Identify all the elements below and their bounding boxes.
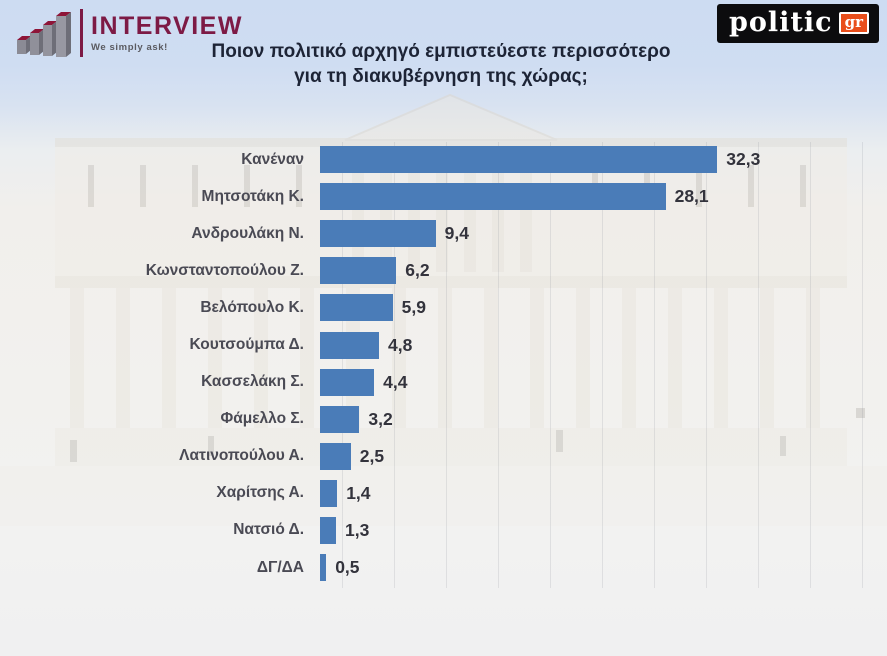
logo-divider — [80, 9, 83, 57]
bar — [320, 331, 379, 359]
bar — [320, 183, 666, 211]
bar-value: 0,5 — [335, 557, 360, 578]
interview-logo-name: INTERVIEW — [91, 11, 243, 40]
title-line-1: Ποιον πολιτικό αρχηγό εμπιστεύεστε περισ… — [211, 41, 671, 62]
bar — [320, 294, 393, 322]
chart-row: Κουτσούμπα Δ. 4,8 — [28, 326, 867, 363]
bar-value: 9,4 — [444, 223, 469, 244]
chart-row: Κασσελάκη Σ. 4,4 — [28, 364, 867, 401]
bar — [320, 405, 360, 433]
bar-label: Μητσοτάκη Κ. — [201, 187, 304, 205]
interview-logo: INTERVIEW We simply ask! — [14, 6, 243, 60]
bar-label: ΔΓ/ΔΑ — [256, 558, 304, 576]
bar-value: 2,5 — [359, 445, 385, 466]
bar — [320, 516, 336, 544]
page-title: Ποιον πολιτικό αρχηγό εμπιστεύεστε περισ… — [170, 40, 712, 89]
chart-row: Φάμελλο Σ. 3,2 — [28, 401, 867, 438]
title-line-2: για τη διακυβέρνηση της χώρας; — [294, 65, 588, 87]
chart-row: Ανδρουλάκη Ν. 9,4 — [28, 215, 867, 252]
interview-bars-icon — [17, 12, 71, 57]
bar-value: 5,9 — [401, 297, 426, 318]
bar-value: 4,4 — [383, 371, 408, 392]
bar-label: Κουτσούμπα Δ. — [189, 336, 304, 354]
bar-label: Λατινοπούλου Α. — [179, 447, 304, 465]
chart-row: Κανέναν 32,3 — [28, 141, 867, 178]
bar — [320, 368, 375, 396]
chart-row: Κωνσταντοπούλου Ζ. 6,2 — [28, 252, 867, 289]
bar — [320, 554, 327, 582]
bar-value: 3,2 — [368, 408, 393, 429]
chart-row: Βελόπουλο Κ. 5,9 — [28, 289, 867, 326]
chart-row: Λατινοπούλου Α. 2,5 — [28, 438, 867, 475]
bar-label: Βελόπουλο Κ. — [200, 298, 304, 316]
politic-logo-name: politic — [729, 7, 833, 38]
interview-logo-tagline: We simply ask! — [91, 41, 168, 53]
bar-chart: Κανέναν 32,3 Μητσοτάκη Κ. 28,1 Ανδρουλάκ… — [28, 141, 867, 586]
politic-logo-tld-badge: gr — [838, 11, 869, 34]
bar-label: Ανδρουλάκη Ν. — [191, 224, 304, 242]
chart-row: Μητσοτάκη Κ. 28,1 — [28, 178, 867, 215]
bar-value: 1,3 — [345, 519, 370, 540]
bar — [320, 442, 351, 470]
politic-logo: politic gr — [717, 4, 879, 43]
bar-value: 32,3 — [726, 149, 761, 170]
bar-label: Κανέναν — [241, 150, 304, 168]
bar — [320, 257, 397, 285]
chart-row: Χαρίτσης Α. 1,4 — [28, 475, 867, 512]
bar — [320, 479, 338, 507]
bar-value: 1,4 — [346, 482, 371, 503]
bar-label: Κωνσταντοπούλου Ζ. — [145, 261, 304, 279]
bar-label: Χαρίτσης Α. — [216, 484, 304, 502]
bar-value: 6,2 — [405, 260, 430, 281]
bar-value: 4,8 — [388, 334, 413, 355]
bar-label: Κασσελάκη Σ. — [201, 373, 304, 391]
chart-row: ΔΓ/ΔΑ 0,5 — [28, 549, 867, 586]
bar-label: Φάμελλο Σ. — [220, 410, 304, 428]
chart-row: Νατσιό Δ. 1,3 — [28, 512, 867, 549]
bar-value: 28,1 — [674, 186, 709, 207]
bar — [320, 146, 718, 174]
bar-label: Νατσιό Δ. — [233, 521, 304, 539]
bar — [320, 220, 436, 248]
